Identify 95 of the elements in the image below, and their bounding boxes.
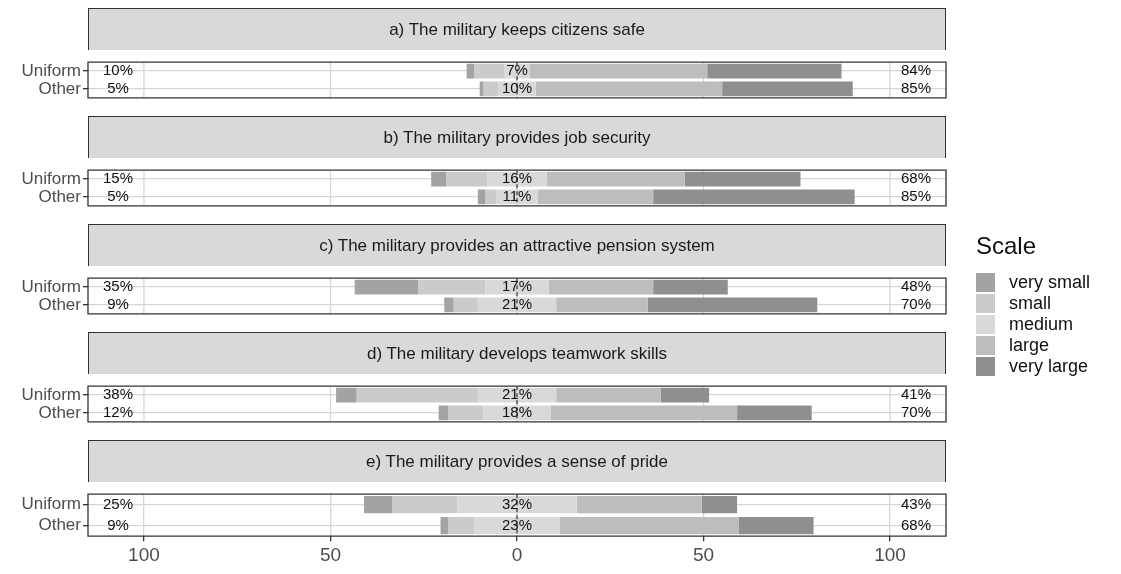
chart-title: a) The military keeps citizens safe — [388, 19, 646, 40]
bar — [483, 81, 499, 97]
bar — [576, 496, 702, 514]
bar — [530, 63, 708, 79]
annotation: 9% — [107, 515, 129, 533]
annotation: 10% — [102, 61, 134, 79]
bar — [535, 81, 723, 97]
y-tick-label: Other — [38, 186, 82, 206]
data-label: 32% — [501, 494, 533, 512]
bar — [446, 171, 488, 187]
x-tick-label: 0 — [511, 543, 523, 565]
y-tick-label: Other — [38, 294, 82, 314]
bar — [336, 387, 357, 403]
bar — [438, 405, 448, 421]
y-tick-label: Uniform — [21, 168, 81, 188]
annotation: 38% — [102, 385, 134, 403]
bar — [444, 297, 454, 313]
bar — [474, 63, 504, 79]
bar — [537, 189, 654, 205]
chart-title: d) The military develops teamwork skills — [365, 343, 669, 364]
data-label: 17% — [501, 277, 533, 295]
data-label: 7% — [506, 61, 528, 79]
annotation: 9% — [107, 295, 129, 313]
y-tick-label: Other — [38, 402, 82, 422]
bar — [653, 279, 728, 295]
bar — [453, 297, 478, 313]
bar — [477, 189, 486, 205]
x-tick-label: 50 — [692, 543, 715, 565]
annotation: 35% — [102, 277, 134, 295]
data-label: 18% — [501, 403, 533, 421]
annotation: 5% — [107, 79, 129, 97]
y-tick-label: Other — [38, 78, 82, 98]
bar — [440, 517, 448, 535]
bar — [466, 63, 475, 79]
data-label: 21% — [501, 295, 533, 313]
annotation: 25% — [102, 494, 134, 512]
annotation: 68% — [900, 169, 932, 187]
data-label: 21% — [501, 385, 533, 403]
annotation: 12% — [102, 403, 134, 421]
bar — [392, 496, 458, 514]
data-label: 23% — [501, 515, 533, 533]
annotation: 68% — [900, 515, 932, 533]
data-label: 11% — [502, 187, 532, 205]
bar — [354, 279, 419, 295]
bar — [364, 496, 393, 514]
bar — [647, 297, 818, 313]
bar — [738, 517, 814, 535]
y-tick-label: Uniform — [21, 60, 81, 80]
annotation: 43% — [900, 494, 932, 512]
chart-title: e) The military provides a sense of pride — [364, 451, 670, 472]
data-label: 10% — [501, 79, 533, 97]
x-tick-label: 100 — [128, 543, 160, 565]
bar — [707, 63, 842, 79]
legend-label: large — [1009, 335, 1050, 356]
chart-title: c) The military provides an attractive pension system — [318, 235, 716, 256]
bar — [356, 387, 478, 403]
y-tick-label: Uniform — [21, 276, 81, 296]
annotation: 15% — [102, 169, 134, 187]
annotation: 48% — [900, 277, 932, 295]
y-tick-label: Other — [38, 515, 82, 535]
annotation: 41% — [900, 385, 932, 403]
annotation: 70% — [900, 403, 932, 421]
legend-label: very small — [1009, 272, 1091, 293]
bar — [701, 496, 738, 514]
x-tick-label: 50 — [319, 543, 342, 565]
bar — [418, 279, 486, 295]
bar — [660, 387, 710, 403]
bar — [546, 171, 685, 187]
bar — [431, 171, 447, 187]
bar — [548, 279, 654, 295]
bar — [559, 517, 739, 535]
annotation: 5% — [107, 187, 129, 205]
annotation: 85% — [900, 79, 932, 97]
annotation: 70% — [900, 295, 932, 313]
bar — [556, 297, 648, 313]
chart-title: b) The military provides job security — [382, 127, 652, 148]
bar — [485, 189, 497, 205]
legend-label: medium — [1009, 314, 1074, 335]
bar — [556, 387, 661, 403]
legend-label: very large — [1009, 356, 1089, 377]
y-tick-label: Uniform — [21, 494, 81, 514]
legend-title: Scale — [976, 232, 1038, 260]
bar — [447, 517, 475, 535]
y-tick-label: Uniform — [21, 384, 81, 404]
x-tick-label: 100 — [874, 543, 906, 565]
bar — [737, 405, 812, 421]
bar — [684, 171, 801, 187]
bar — [447, 405, 484, 421]
bar — [722, 81, 853, 97]
annotation: 84% — [900, 61, 932, 79]
bar — [550, 405, 738, 421]
bar — [653, 189, 855, 205]
data-label: 16% — [501, 169, 533, 187]
legend-label: small — [1009, 293, 1052, 314]
annotation: 85% — [900, 187, 932, 205]
